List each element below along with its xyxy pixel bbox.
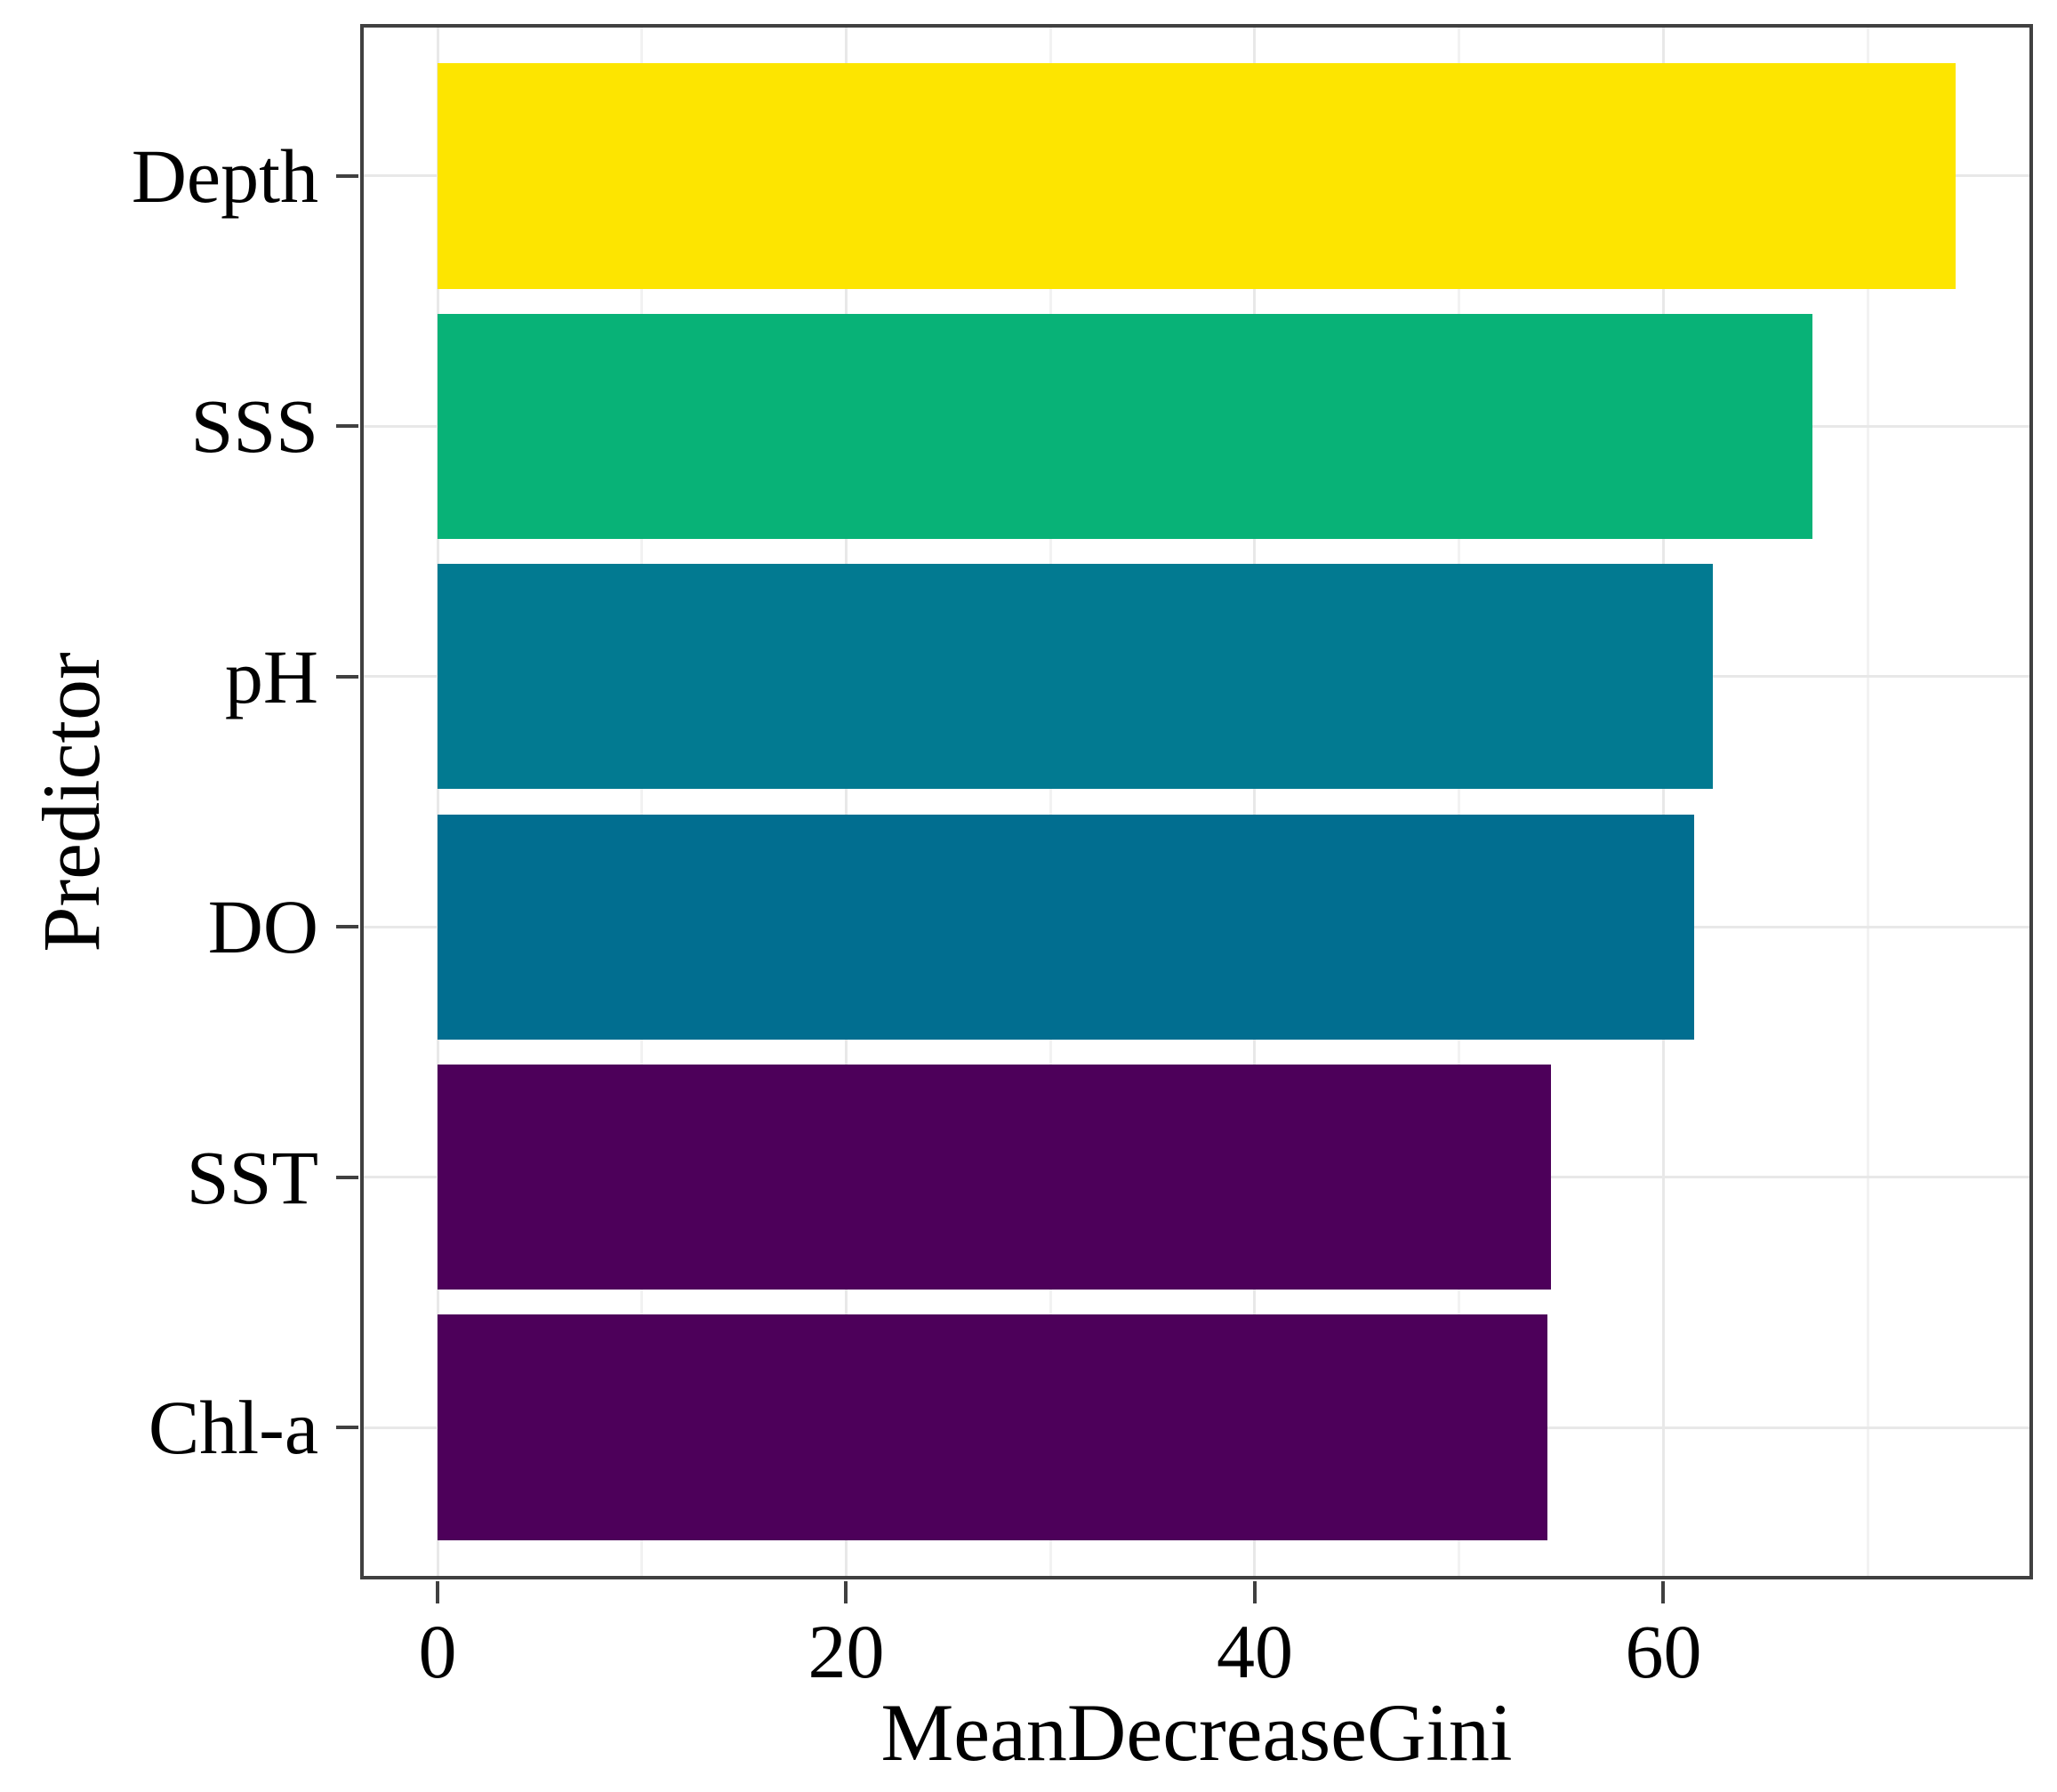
y-tick-label: DO — [207, 884, 318, 970]
bar-sss — [438, 313, 1813, 539]
y-axis-tick-mark — [336, 925, 358, 929]
y-tick-label: Chl-a — [148, 1385, 318, 1471]
y-axis-title: Predictor — [26, 651, 117, 952]
y-tick-label: Depth — [131, 133, 318, 219]
x-axis-tick-mark — [844, 1581, 848, 1603]
y-axis-tick-mark — [336, 674, 358, 679]
bar-sst — [438, 1065, 1552, 1290]
bar-do — [438, 814, 1694, 1040]
x-axis-tick-mark — [1252, 1581, 1257, 1603]
x-axis-tick-mark — [436, 1581, 439, 1603]
y-axis-tick-mark — [336, 1426, 358, 1430]
major-gridline-x — [1661, 26, 1665, 1578]
x-tick-label: 60 — [1625, 1609, 1702, 1694]
x-tick-label: 0 — [418, 1609, 457, 1694]
bar-depth — [438, 63, 1956, 289]
y-axis-tick-mark — [336, 1175, 358, 1179]
major-gridline-x — [844, 26, 848, 1578]
minor-gridline-x — [1458, 26, 1461, 1578]
x-axis-tick-mark — [1661, 1581, 1666, 1603]
x-tick-label: 20 — [808, 1609, 885, 1694]
bar-chl-a — [438, 1314, 1547, 1540]
y-tick-label: SSS — [190, 383, 319, 470]
minor-gridline-x — [640, 26, 644, 1578]
major-gridline-x — [1253, 26, 1257, 1578]
bar-ph — [438, 564, 1713, 790]
y-axis-tick-mark — [336, 424, 358, 429]
x-axis-title: MeanDecreaseGini — [880, 1687, 1513, 1778]
x-tick-label: 40 — [1216, 1609, 1293, 1694]
y-axis-tick-mark — [336, 173, 358, 178]
major-gridline-x — [436, 26, 439, 1578]
y-tick-label: pH — [224, 633, 318, 719]
minor-gridline-x — [1049, 26, 1052, 1578]
minor-gridline-x — [1866, 26, 1869, 1578]
y-tick-label: SST — [186, 1134, 318, 1220]
